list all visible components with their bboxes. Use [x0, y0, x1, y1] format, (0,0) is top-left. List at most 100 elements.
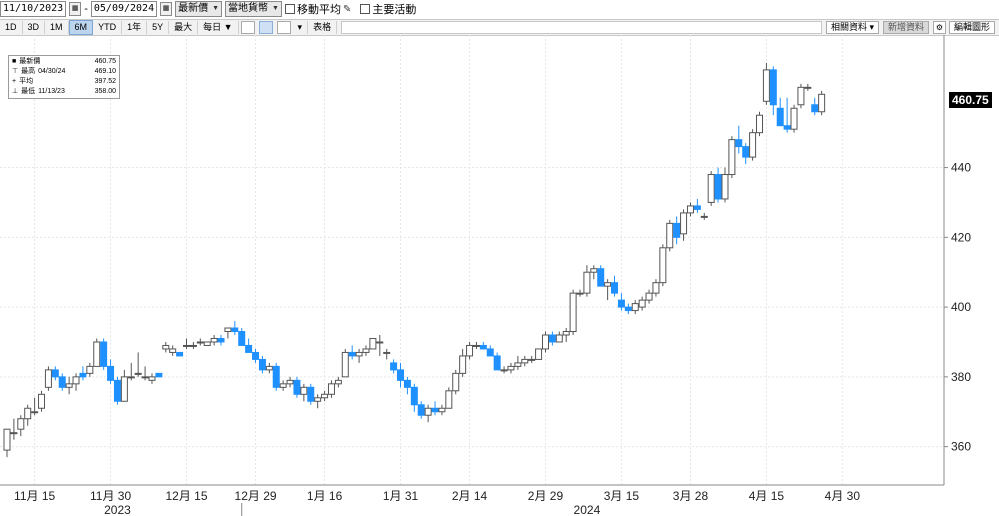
y-tick-label: 420 — [951, 230, 971, 244]
x-tick-label: 4月 30 — [825, 489, 861, 503]
period-ytd[interactable]: YTD — [93, 21, 123, 34]
dropdown-arrow-icon[interactable]: ▾ — [293, 21, 309, 34]
candle-up — [590, 268, 598, 273]
candle-down — [479, 344, 487, 350]
candle-up — [728, 139, 736, 176]
candle-up — [541, 334, 549, 350]
date-separator: - — [84, 3, 88, 15]
last-price-badge: 460.75 — [949, 92, 992, 108]
period-max[interactable]: 最大 — [169, 21, 199, 34]
end-date-input[interactable]: 05/09/2024 — [90, 1, 158, 17]
candle-up — [286, 379, 294, 385]
candle-up — [321, 393, 329, 399]
events-checkbox[interactable] — [360, 4, 371, 14]
candle-up — [341, 351, 349, 378]
candle-down — [58, 376, 66, 388]
chart-style-button-alt[interactable] — [276, 21, 291, 34]
candle-up — [182, 344, 190, 347]
candle-down — [742, 146, 750, 158]
candle-up — [749, 132, 757, 158]
legend-high-date: 04/30/24 — [38, 68, 66, 75]
x-tick-label: 3月 15 — [604, 489, 640, 503]
end-calendar-icon[interactable]: ▦ — [160, 2, 173, 16]
chevron-down-icon: ▼ — [212, 5, 220, 12]
field-select[interactable]: 最新價 ▼ — [175, 1, 223, 17]
candle-up — [44, 369, 52, 388]
candle-up — [569, 292, 577, 333]
candle-up — [528, 358, 536, 361]
legend-high: ⊤ 最高 04/30/24 469.10 — [12, 67, 116, 77]
candle-down — [417, 404, 425, 416]
edit-chart-button[interactable]: 編輯圖形 — [948, 21, 995, 34]
frequency-select[interactable]: 每日 ▼ — [198, 21, 239, 34]
period-1m[interactable]: 1M — [45, 21, 69, 34]
legend-low: ⊥ 最低 11/13/23 358.00 — [12, 87, 116, 97]
related-data-dropdown[interactable]: 相關資料 ▾ — [825, 21, 879, 34]
table-button[interactable]: 表格 — [308, 21, 338, 34]
legend-high-value: 469.10 — [94, 68, 116, 75]
x-tick-label: 2月 14 — [452, 489, 488, 503]
high-marker-icon: ⊤ — [12, 68, 19, 75]
candle-down — [397, 369, 405, 381]
field-select-value: 最新價 — [178, 3, 209, 14]
pencil-icon[interactable]: ✎ — [342, 3, 352, 15]
x-tick-label: 12月 29 — [235, 489, 277, 503]
candle-up — [472, 344, 480, 347]
chart-style-button[interactable] — [240, 21, 255, 34]
low-marker-icon: ⊥ — [12, 88, 19, 95]
candle-up — [376, 341, 384, 344]
moving-avg-checkbox[interactable] — [284, 4, 295, 14]
year-label: 2024 — [574, 503, 601, 516]
candle-up — [300, 386, 308, 395]
candle-up — [659, 247, 667, 284]
candle-up — [756, 114, 764, 134]
start-date-input[interactable]: 11/10/2023 — [0, 1, 67, 17]
candle-down — [252, 351, 260, 360]
period-3d[interactable]: 3D — [23, 21, 46, 34]
settings-icon[interactable]: ⚙ — [932, 21, 946, 34]
candle-down — [403, 379, 411, 388]
candle-up — [93, 341, 101, 367]
candle-up — [762, 69, 770, 102]
add-data-field[interactable]: 新增資料 — [882, 21, 929, 34]
candle-up — [265, 365, 273, 371]
candle-up — [666, 222, 674, 249]
period-1y[interactable]: 1年 — [122, 21, 148, 34]
candle-down — [714, 174, 722, 200]
candle-down — [611, 282, 619, 294]
candle-up — [535, 348, 543, 360]
candle-down — [493, 355, 501, 371]
candle-up — [10, 432, 18, 435]
candle-up — [120, 376, 128, 402]
candle-down — [258, 358, 266, 371]
currency-select[interactable]: 當地貨幣 ▼ — [225, 1, 282, 17]
candle-up — [38, 393, 46, 409]
candle-up — [686, 205, 694, 214]
candle-up — [797, 86, 805, 106]
currency-select-value: 當地貨幣 — [228, 3, 269, 14]
candle-up — [189, 344, 197, 347]
period-1d[interactable]: 1D — [0, 21, 23, 34]
period-6m[interactable]: 6M — [68, 20, 94, 35]
candle-down — [410, 386, 418, 406]
y-tick-label: 400 — [951, 300, 971, 314]
chart-style-button-active[interactable] — [258, 21, 273, 34]
x-tick-label: 1月 31 — [383, 489, 419, 503]
candle-up — [362, 348, 370, 353]
candle-up — [134, 372, 142, 375]
moving-avg-label: 移動平均 — [296, 4, 341, 16]
start-calendar-icon[interactable]: ▦ — [69, 2, 82, 16]
period-5y[interactable]: 5Y — [147, 21, 170, 34]
candle-down — [486, 348, 494, 357]
legend-low-value: 358.00 — [94, 88, 116, 95]
candle-up — [500, 369, 508, 372]
candle-up — [680, 212, 688, 235]
period-toolbar: 1D 3D 1M 6M YTD 1年 5Y 最大 每日 ▼ ▾ 表格 相關資料 … — [0, 19, 999, 36]
candle-up — [507, 365, 515, 371]
candle-down — [390, 362, 398, 371]
candle-up — [224, 327, 232, 333]
moving-avg-toggle[interactable]: 移動平均 ✎ — [284, 1, 352, 17]
events-toggle[interactable]: 主要活動 — [360, 1, 416, 17]
x-tick-label: 2月 29 — [528, 489, 564, 503]
candle-down — [811, 104, 819, 113]
